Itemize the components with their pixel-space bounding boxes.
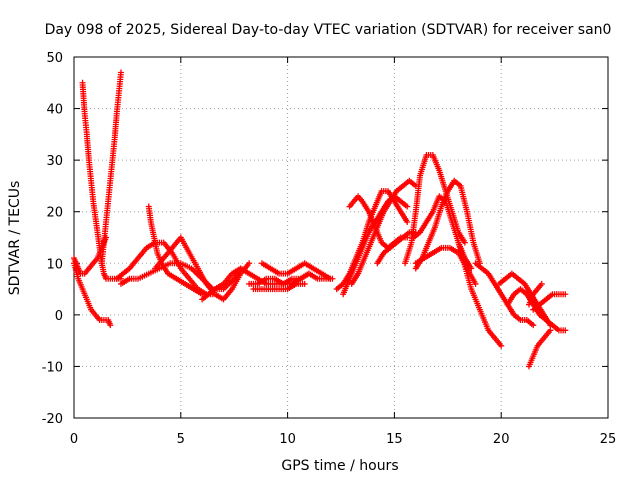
series-arc-4 bbox=[71, 234, 110, 277]
series-arc-26 bbox=[525, 327, 554, 370]
y-tick-label: 10 bbox=[46, 257, 63, 272]
series-arc-22 bbox=[455, 239, 505, 349]
x-tick-label: 10 bbox=[279, 432, 296, 447]
axis-ticks bbox=[73, 56, 609, 419]
data-point bbox=[301, 280, 308, 287]
y-tick-label: 30 bbox=[46, 154, 63, 169]
series-arc-20 bbox=[410, 193, 475, 272]
y-tick-label: -10 bbox=[42, 360, 63, 375]
data-point bbox=[498, 342, 505, 349]
data-point bbox=[103, 234, 110, 241]
data-point bbox=[461, 239, 468, 246]
data-point bbox=[117, 69, 124, 76]
data-point bbox=[562, 327, 569, 334]
data-point bbox=[404, 219, 411, 226]
series-arc-8 bbox=[152, 234, 253, 303]
series-arc-23 bbox=[472, 260, 537, 329]
y-axis-title: SDTVAR / TECUs bbox=[7, 181, 23, 296]
chart-title: Day 098 of 2025, Sidereal Day-to-day VTE… bbox=[45, 22, 612, 38]
y-tick-label: 40 bbox=[46, 103, 63, 118]
x-tick-label: 5 bbox=[177, 432, 185, 447]
y-tick-label: 50 bbox=[46, 51, 63, 66]
data-point bbox=[472, 280, 479, 287]
series-arc-12 bbox=[250, 280, 308, 293]
plot-frame bbox=[73, 56, 609, 419]
data-point bbox=[562, 291, 569, 298]
data-point bbox=[530, 322, 537, 329]
y-tick-label: -20 bbox=[42, 412, 63, 427]
data-point bbox=[107, 322, 114, 329]
y-tick-label: 20 bbox=[46, 206, 63, 221]
series-arc-2 bbox=[98, 69, 124, 267]
x-tick-label: 25 bbox=[600, 432, 617, 447]
data-points bbox=[71, 69, 569, 370]
series-arc-28 bbox=[525, 280, 545, 308]
series-arc-19 bbox=[412, 177, 483, 272]
data-point bbox=[327, 275, 334, 282]
series-arc-27 bbox=[530, 291, 569, 313]
x-tick-label: 15 bbox=[386, 432, 403, 447]
series-arc-17 bbox=[374, 229, 419, 267]
data-point bbox=[246, 260, 253, 267]
x-axis-title: GPS time / hours bbox=[281, 458, 398, 474]
y-tick-labels: -20 -10 0 10 20 30 40 50 bbox=[42, 51, 63, 427]
series-arc-11 bbox=[258, 260, 334, 282]
data-point bbox=[538, 280, 545, 287]
data-point bbox=[547, 327, 554, 334]
x-tick-label: 0 bbox=[70, 432, 78, 447]
y-tick-label: 0 bbox=[55, 309, 63, 324]
data-point bbox=[199, 291, 206, 298]
series-arc-5 bbox=[113, 239, 216, 298]
x-tick-labels: 0 5 10 15 20 25 bbox=[70, 432, 616, 447]
data-point bbox=[404, 203, 411, 210]
x-tick-label: 20 bbox=[493, 432, 510, 447]
